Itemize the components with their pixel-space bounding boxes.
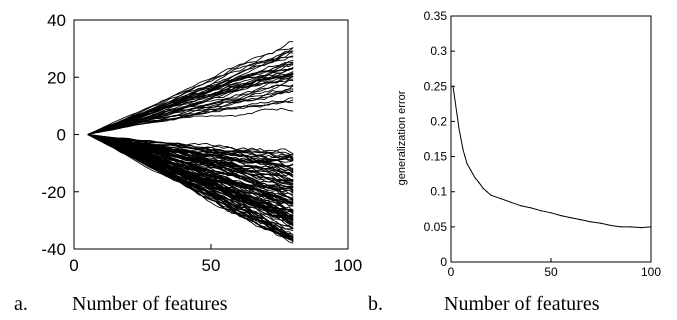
panel-b-data-point xyxy=(560,215,562,217)
panel-a-axis-ticks: 0 50 100 40 20 0 -20 -40 xyxy=(41,11,362,275)
panel-b-data-point xyxy=(500,198,502,200)
panel-a-series-line xyxy=(87,134,294,158)
panel-a-series-line xyxy=(87,134,294,170)
panel-b-data-point xyxy=(520,205,522,207)
panel-a-series-line xyxy=(87,68,294,135)
panel-b-y-tick-label: 0.15 xyxy=(424,150,448,164)
panel-a-series-group xyxy=(87,41,294,244)
panel-b-data-point xyxy=(650,226,652,228)
panel-b-chart: 0 50 100 0.35 0.3 0.25 0.2 0.15 0.1 0.05 0 general… xyxy=(396,9,661,279)
panel-a-series-line xyxy=(87,134,294,203)
caption-b-text: Number of features xyxy=(444,293,600,315)
panel-a-series-line xyxy=(87,47,294,135)
panel-a-y-tick-label: 0 xyxy=(57,126,66,145)
panel-b-data-point xyxy=(540,210,542,212)
panel-b-data-point xyxy=(470,170,472,172)
panel-b-y-tick-label: 0.25 xyxy=(424,79,448,93)
panel-b-data-point xyxy=(640,227,642,229)
panel-b-y-tick-label: 0.3 xyxy=(430,44,447,58)
panel-b-data-point xyxy=(610,224,612,227)
panel-a-series-line xyxy=(87,41,294,135)
panel-b-data-point xyxy=(630,226,632,228)
panel-b-axis-ticks: 0 50 100 0.35 0.3 0.25 0.2 0.15 0.1 0.05 0 xyxy=(424,9,662,279)
caption-a-letter: a. xyxy=(14,293,28,315)
panel-b-y-tick-label: 0 xyxy=(440,255,447,269)
panel-b-data-point xyxy=(590,221,592,223)
panel-a-x-tick-label: 0 xyxy=(69,256,78,275)
panel-a-series-line xyxy=(87,76,294,135)
panel-b-y-tick-label: 0.2 xyxy=(430,114,447,128)
panel-b-y-tick-label: 0.35 xyxy=(424,9,448,23)
panel-a-plot-frame xyxy=(73,19,349,250)
panel-b-y-tick-label: 0.1 xyxy=(430,185,447,199)
panel-b-data-point xyxy=(482,187,484,189)
panel-a-x-tick-label: 100 xyxy=(334,256,362,275)
panel-b-y-tick-label: 0.05 xyxy=(424,220,448,234)
panel-a-series-line xyxy=(87,134,294,189)
panel-b-plot-frame xyxy=(450,15,652,263)
panel-b-data-point xyxy=(600,222,602,224)
panel-b-data-point xyxy=(460,138,462,140)
panel-a-y-tick-label: 40 xyxy=(47,11,66,30)
panel-b-data-point xyxy=(478,182,480,184)
caption-a-text: Number of features xyxy=(72,293,228,315)
panel-b-data-point xyxy=(620,226,622,228)
panel-a-series-line xyxy=(87,66,294,135)
panel-b-data-point xyxy=(490,194,492,196)
panel-b-x-tick-label: 50 xyxy=(544,265,558,279)
panel-a-series-line xyxy=(87,134,294,158)
panel-b-data-point xyxy=(458,127,460,130)
panel-a-x-tick-label: 50 xyxy=(202,256,221,275)
panel-b-data-point xyxy=(570,217,572,219)
panel-a-series-line xyxy=(87,90,294,135)
panel-b-data-point xyxy=(462,148,464,151)
panel-a-series-line xyxy=(87,73,294,135)
caption-b-letter: b. xyxy=(368,293,383,315)
panel-b-data-point xyxy=(550,212,552,214)
panel-b-x-tick-label: 100 xyxy=(641,265,661,279)
panel-a-series-line xyxy=(87,55,294,135)
panel-b-data-point xyxy=(474,177,476,179)
panel-a-y-tick-label: -20 xyxy=(41,183,66,202)
panel-a-series-line xyxy=(87,134,294,204)
panel-a-y-tick-label: 20 xyxy=(47,68,66,87)
panel-a-y-tick-label: -40 xyxy=(41,240,66,259)
panel-b-data-point xyxy=(464,156,466,158)
panel-b-data-point xyxy=(466,163,468,165)
panel-b-data-point xyxy=(530,207,532,209)
panel-a-series-line xyxy=(87,134,294,192)
panel-b-data-point xyxy=(486,191,488,193)
panel-a-chart: 0 50 100 40 20 0 -20 -40 xyxy=(41,11,362,275)
panel-b-data-point xyxy=(510,201,512,203)
panel-b-data-point xyxy=(456,113,458,115)
panel-a-series-line xyxy=(87,85,294,135)
panel-b-data-point xyxy=(454,99,456,101)
panel-b-y-axis-label: generalization error xyxy=(396,90,408,185)
panel-a-series-line xyxy=(87,134,294,241)
panel-b-x-tick-label: 0 xyxy=(448,265,455,279)
panel-b-series-line xyxy=(452,86,652,229)
panel-b-data-point xyxy=(580,219,582,221)
